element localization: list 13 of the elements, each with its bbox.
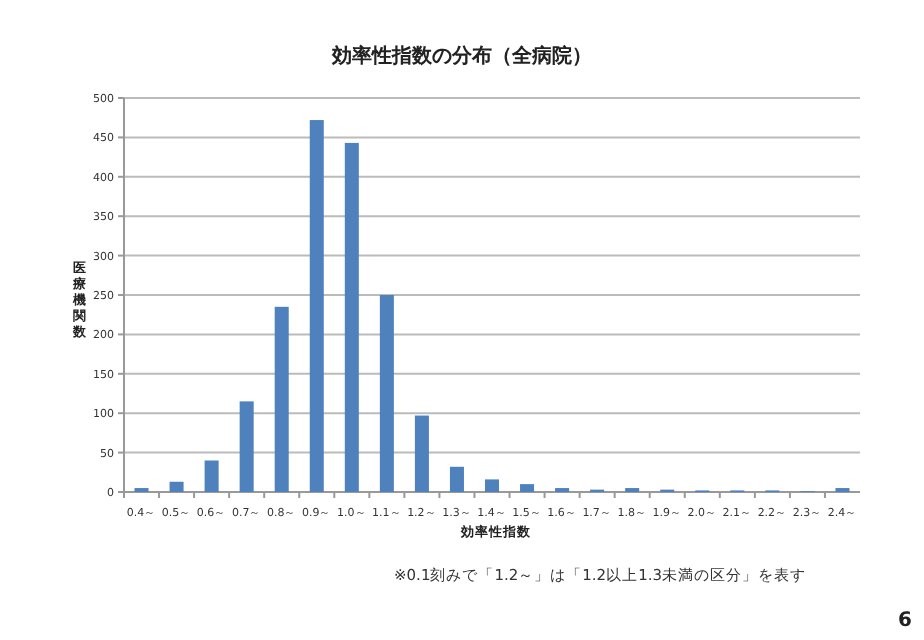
bar — [309, 120, 324, 492]
bar — [344, 142, 359, 492]
bar — [379, 295, 394, 492]
bar — [414, 415, 429, 492]
chart-title: 効率性指数の分布（全病院） — [330, 44, 592, 68]
bar — [274, 306, 289, 492]
text: 6 — [898, 610, 913, 632]
bar — [204, 460, 219, 492]
bar — [520, 484, 535, 492]
bar — [239, 401, 254, 492]
bar — [484, 479, 500, 492]
bar — [169, 481, 184, 492]
bar — [449, 466, 464, 492]
